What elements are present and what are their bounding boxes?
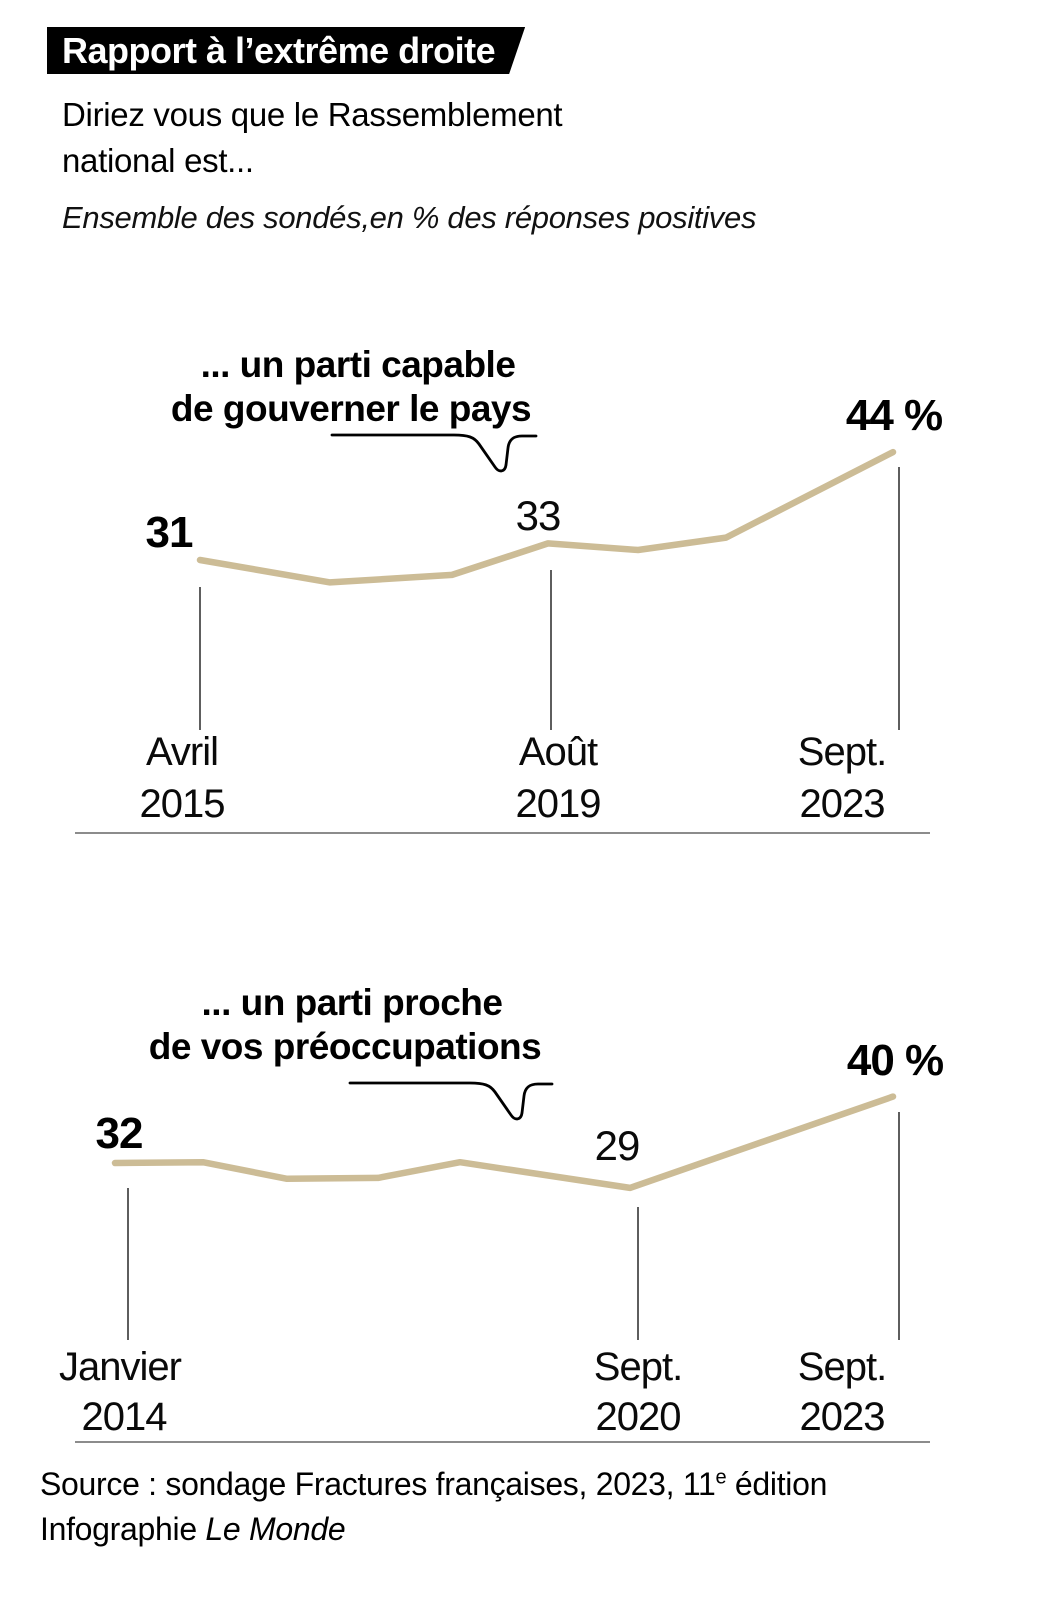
x-axis-label-year-3: 2023	[800, 782, 885, 826]
title-pointer-squiggle	[330, 433, 538, 473]
source-tail: édition	[726, 1466, 828, 1502]
source-text: Source : sondage Fractures françaises, 2…	[40, 1466, 716, 1502]
x-axis-label-month-1: Avril	[146, 730, 218, 774]
x-axis-label-month-2: Sept.	[594, 1345, 682, 1389]
survey-question-line1: Diriez vous que le Rassemblement	[62, 96, 563, 133]
x-axis-label-year-2: 2020	[596, 1395, 681, 1439]
tick-group	[127, 1112, 900, 1340]
section-tag: Rapport à l’extrême droite	[47, 27, 525, 74]
survey-question-line2: national est...	[62, 142, 254, 179]
x-axis-label-month-3: Sept.	[798, 730, 886, 774]
credit-prefix: Infographie	[40, 1511, 206, 1547]
value-label-mid: 29	[595, 1122, 640, 1169]
x-axis-label-month-2: Août	[519, 730, 598, 774]
series-line	[111, 1093, 897, 1192]
x-axis-label-year-3: 2023	[800, 1395, 885, 1439]
line-chart-closeness-to-concerns: ... un parti proche de vos préoccupation…	[59, 982, 944, 1443]
title-pointer-squiggle	[348, 1081, 554, 1121]
section-tag-label: Rapport à l’extrême droite	[62, 30, 496, 71]
source-superscript: e	[715, 1466, 727, 1489]
value-label-start: 31	[146, 508, 193, 557]
footer-credits: Source : sondage Fractures françaises, 2…	[40, 1462, 827, 1552]
methodology-note: Ensemble des sondés,en % des réponses po…	[62, 200, 757, 235]
value-label-end: 44 %	[846, 391, 942, 440]
tick-group	[199, 467, 900, 730]
chart-title-line1: ... un parti capable	[201, 344, 516, 385]
x-axis-label-year-2: 2019	[516, 782, 601, 826]
x-axis-label-year-1: 2014	[82, 1395, 168, 1439]
credit-name: Le Monde	[205, 1511, 346, 1547]
survey-question: Diriez vous que le Rassemblement nationa…	[62, 92, 563, 184]
source-line: Source : sondage Fractures françaises, 2…	[40, 1462, 827, 1507]
chart-title-line2: de gouverner le pays	[171, 388, 531, 429]
series-line	[196, 448, 897, 586]
chart-title-line1: ... un parti proche	[202, 982, 503, 1023]
value-label-start: 32	[96, 1109, 143, 1158]
credit-line: Infographie Le Monde	[40, 1507, 827, 1552]
value-label-mid: 33	[516, 492, 561, 539]
x-axis-label-year-1: 2015	[140, 782, 225, 826]
line-chart-governing-capability: ... un parti capable de gouverner le pay…	[75, 344, 943, 834]
x-axis-label-month-1: Janvier	[59, 1345, 182, 1389]
value-label-end: 40 %	[847, 1036, 943, 1085]
chart-title-line2: de vos préoccupations	[149, 1026, 542, 1067]
x-axis-label-month-3: Sept.	[798, 1345, 886, 1389]
